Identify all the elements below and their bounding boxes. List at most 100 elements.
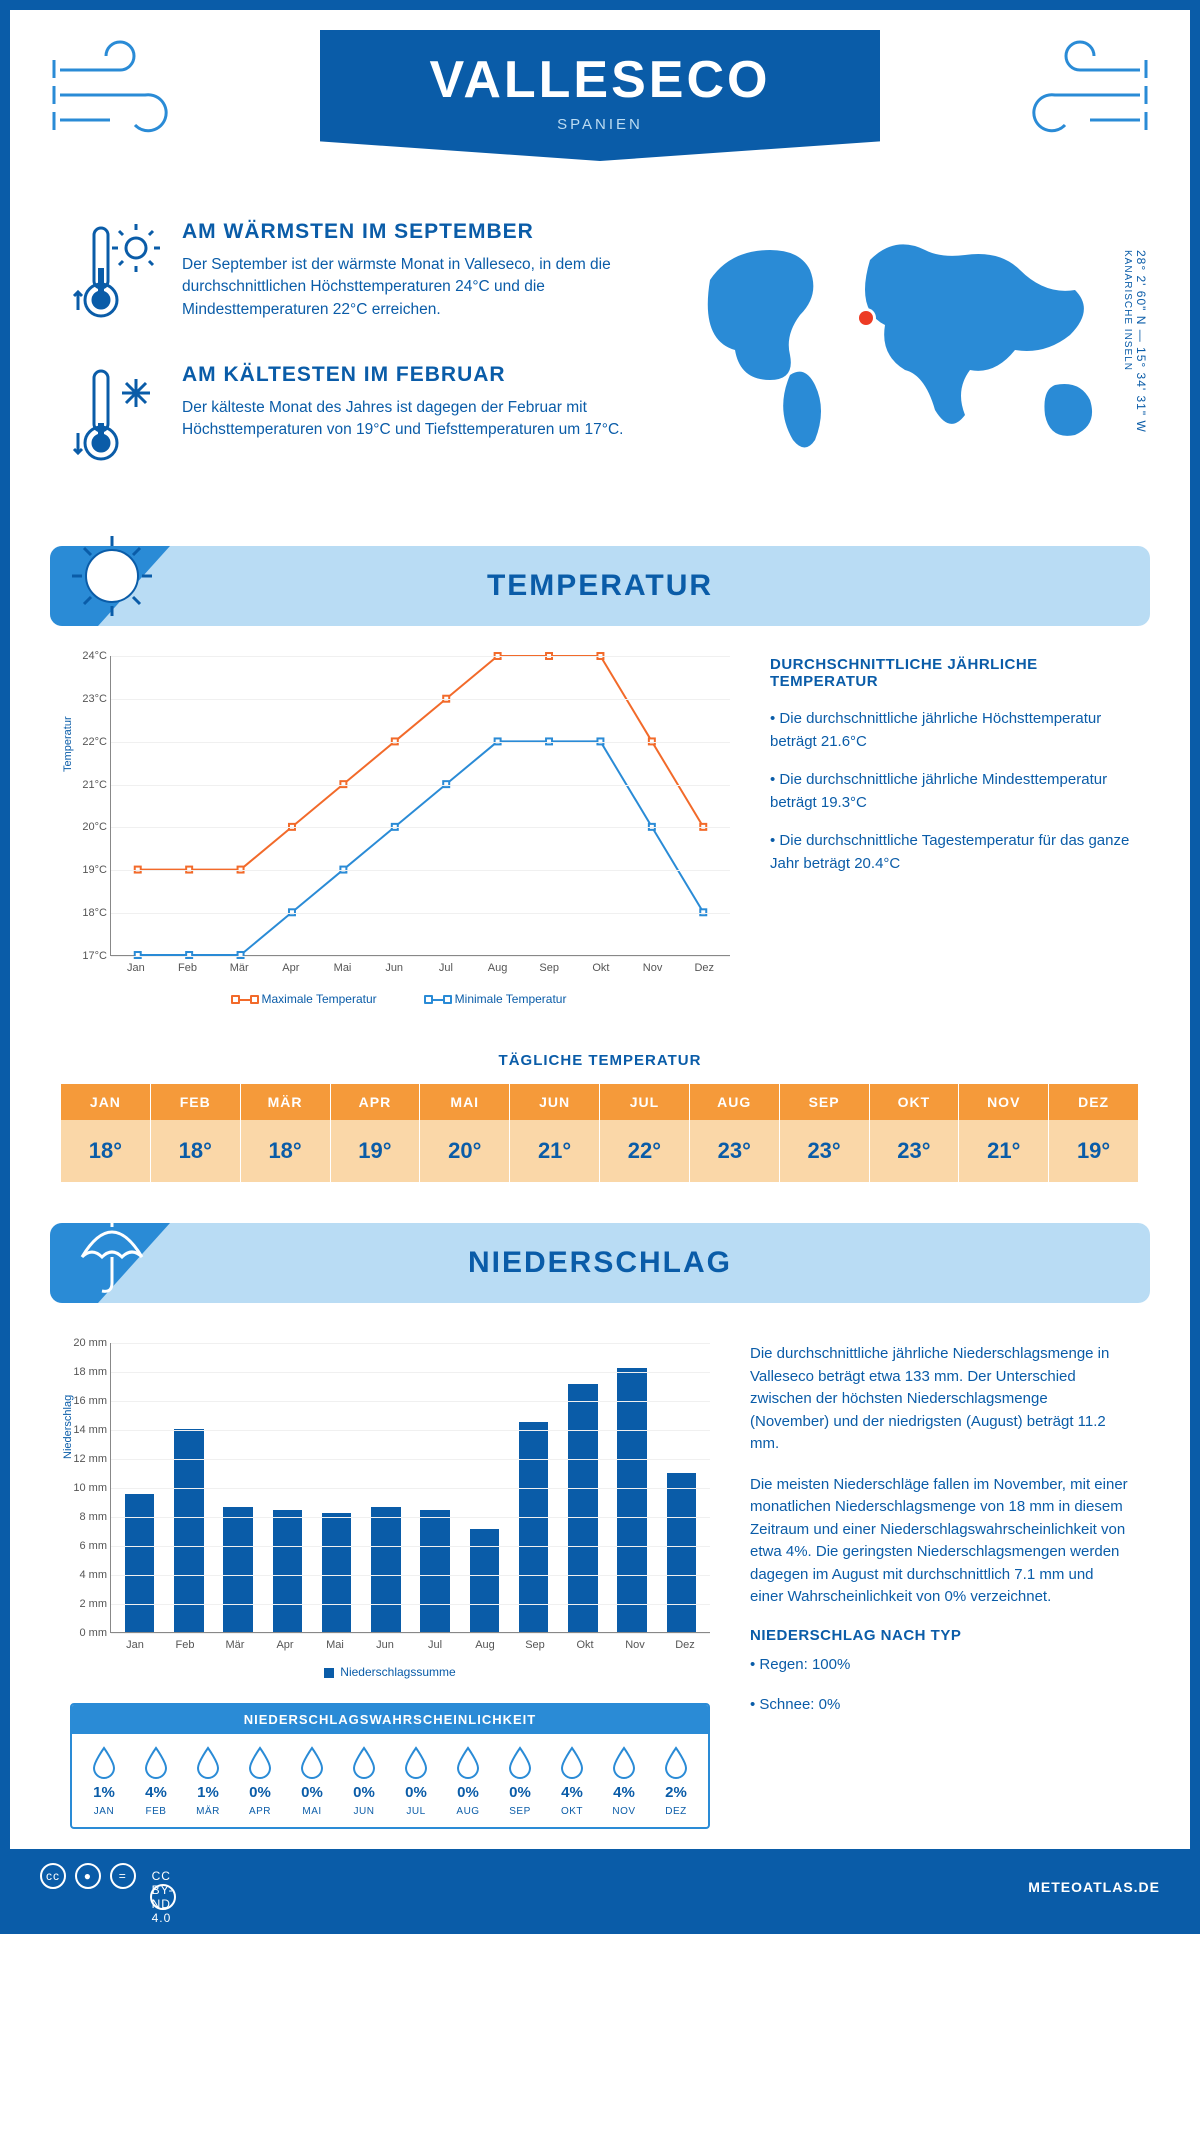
- by-icon: ●: [75, 1863, 101, 1889]
- ytick: 6 mm: [67, 1540, 107, 1552]
- daily-value: 23°: [780, 1120, 870, 1182]
- daily-value: 19°: [331, 1120, 421, 1182]
- xtick: Mai: [317, 962, 369, 974]
- bar: [667, 1473, 697, 1633]
- prob-value: 1%: [78, 1784, 130, 1801]
- prob-month: MÄR: [196, 1806, 220, 1817]
- daily-value: 21°: [959, 1120, 1049, 1182]
- daily-temp-title: TÄGLICHE TEMPERATUR: [10, 1052, 1190, 1069]
- prob-month: APR: [249, 1806, 271, 1817]
- precipitation-chart: Niederschlag 0 mm2 mm4 mm6 mm8 mm10 mm12…: [70, 1343, 710, 1829]
- prob-value: 4%: [546, 1784, 598, 1801]
- daily-header: JUN: [510, 1084, 600, 1120]
- daily-value: 23°: [870, 1120, 960, 1182]
- xtick: Apr: [260, 1639, 310, 1651]
- ytick: 21°C: [67, 779, 107, 791]
- prob-month: OKT: [561, 1806, 583, 1817]
- temp-side-b2: • Die durchschnittliche jährliche Mindes…: [770, 769, 1130, 814]
- precipitation-summary: Die durchschnittliche jährliche Niedersc…: [750, 1343, 1130, 1829]
- prob-value: 1%: [182, 1784, 234, 1801]
- cc-icon: cc: [40, 1863, 66, 1889]
- ytick: 23°C: [67, 693, 107, 705]
- prob-month: NOV: [612, 1806, 635, 1817]
- droplet-icon: [90, 1746, 118, 1780]
- daily-header: SEP: [780, 1084, 870, 1120]
- license-text: CC BY-ND 4.0: [150, 1884, 176, 1910]
- xtick: Dez: [660, 1639, 710, 1651]
- droplet-icon: [506, 1746, 534, 1780]
- precip-probability-box: NIEDERSCHLAGSWAHRSCHEINLICHKEIT 1%JAN4%F…: [70, 1703, 710, 1829]
- bar: [420, 1510, 450, 1632]
- prob-value: 4%: [598, 1784, 650, 1801]
- prob-value: 0%: [234, 1784, 286, 1801]
- xtick: Jun: [360, 1639, 410, 1651]
- droplet-icon: [558, 1746, 586, 1780]
- section-title-precipitation: NIEDERSCHLAG: [468, 1246, 732, 1280]
- brand: METEOATLAS.DE: [1028, 1879, 1160, 1895]
- prob-value: 0%: [494, 1784, 546, 1801]
- xtick: Okt: [560, 1639, 610, 1651]
- precip-p1: Die durchschnittliche jährliche Niedersc…: [750, 1343, 1130, 1456]
- droplet-icon: [194, 1746, 222, 1780]
- xtick: Jun: [368, 962, 420, 974]
- coords-main: 28° 2' 60" N — 15° 34' 31" W: [1134, 250, 1148, 433]
- ytick: 20°C: [67, 821, 107, 833]
- ytick: 16 mm: [67, 1395, 107, 1407]
- droplet-icon: [298, 1746, 326, 1780]
- page: VALLESECO SPANIEN: [0, 0, 1200, 1934]
- ytick: 18 mm: [67, 1366, 107, 1378]
- xtick: Jan: [110, 962, 162, 974]
- daily-header: AUG: [690, 1084, 780, 1120]
- daily-header: FEB: [151, 1084, 241, 1120]
- prob-title: NIEDERSCHLAGSWAHRSCHEINLICHKEIT: [72, 1705, 708, 1734]
- section-bar-temperature: TEMPERATUR: [50, 546, 1150, 626]
- daily-header: NOV: [959, 1084, 1049, 1120]
- xtick: Mai: [310, 1639, 360, 1651]
- ytick: 12 mm: [67, 1453, 107, 1465]
- fact-warm-title: AM WÄRMSTEN IM SEPTEMBER: [182, 220, 640, 244]
- temp-legend: Maximale Temperatur Minimale Temperatur: [70, 992, 730, 1006]
- page-title: VALLESECO: [350, 50, 850, 110]
- temp-side-heading: DURCHSCHNITTLICHE JÄHRLICHE TEMPERATUR: [770, 656, 1130, 690]
- temp-side-b1: • Die durchschnittliche jährliche Höchst…: [770, 708, 1130, 753]
- precip-b1: • Regen: 100%: [750, 1654, 1130, 1677]
- prob-month: JUN: [354, 1806, 375, 1817]
- world-map-icon: [670, 220, 1130, 460]
- umbrella-icon: [68, 1209, 156, 1297]
- xtick: Dez: [678, 962, 730, 974]
- bar: [273, 1510, 303, 1632]
- temperature-block: Temperatur 17°C18°C19°C20°C21°C22°C23°C2…: [10, 656, 1190, 1026]
- prob-cell: 0%MAI: [286, 1746, 338, 1817]
- thermometer-snow-icon: [70, 363, 160, 478]
- daily-temp-table: JANFEBMÄRAPRMAIJUNJULAUGSEPOKTNOVDEZ18°1…: [60, 1083, 1140, 1183]
- sun-icon: [68, 532, 156, 620]
- prob-cell: 0%AUG: [442, 1746, 494, 1817]
- daily-value: 20°: [420, 1120, 510, 1182]
- ytick: 4 mm: [67, 1569, 107, 1581]
- cc-license: cc ● = CC BY-ND 4.0: [40, 1863, 180, 1910]
- precip-legend-label: Niederschlagssumme: [340, 1665, 455, 1679]
- droplet-icon: [662, 1746, 690, 1780]
- xtick: Okt: [575, 962, 627, 974]
- wind-icon-left: [50, 40, 190, 150]
- ytick: 22°C: [67, 736, 107, 748]
- bar: [322, 1513, 352, 1632]
- intro-block: AM WÄRMSTEN IM SEPTEMBER Der September i…: [10, 200, 1190, 536]
- ytick: 14 mm: [67, 1424, 107, 1436]
- droplet-icon: [142, 1746, 170, 1780]
- ytick: 10 mm: [67, 1482, 107, 1494]
- precip-h: NIEDERSCHLAG NACH TYP: [750, 1627, 1130, 1644]
- section-title-temperature: TEMPERATUR: [487, 569, 713, 603]
- daily-value: 21°: [510, 1120, 600, 1182]
- precipitation-block: Niederschlag 0 mm2 mm4 mm6 mm8 mm10 mm12…: [10, 1333, 1190, 1849]
- ytick: 24°C: [67, 650, 107, 662]
- daily-header: JUL: [600, 1084, 690, 1120]
- ytick: 17°C: [67, 950, 107, 962]
- bar: [470, 1529, 500, 1632]
- daily-header: MAI: [420, 1084, 510, 1120]
- daily-header: MÄR: [241, 1084, 331, 1120]
- wind-icon-right: [1010, 40, 1150, 150]
- prob-month: MAI: [302, 1806, 321, 1817]
- prob-cell: 1%JAN: [78, 1746, 130, 1817]
- section-bar-precipitation: NIEDERSCHLAG: [50, 1223, 1150, 1303]
